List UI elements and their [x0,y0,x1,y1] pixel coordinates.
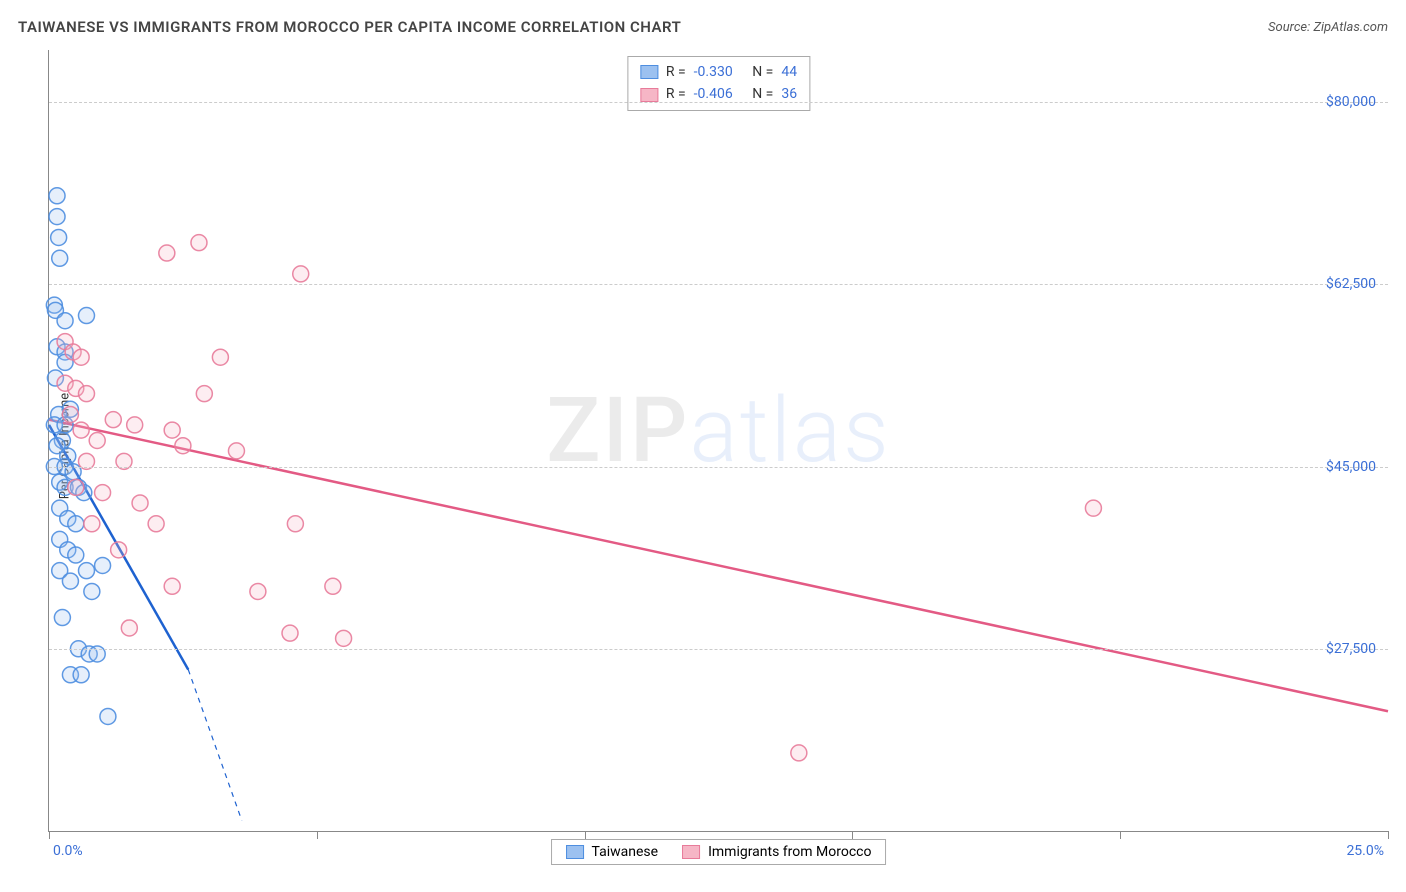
stats-swatch-morocco [640,88,658,102]
stats-row-taiwanese: R = -0.330 N = 44 [640,61,797,83]
data-point [132,495,148,511]
source-name: ZipAtlas.com [1313,20,1388,35]
data-point [196,386,212,402]
x-tick-mark [585,831,586,839]
data-point [127,417,143,433]
source-attribution: Source: ZipAtlas.com [1268,20,1388,35]
data-point [54,610,70,626]
data-point [78,386,94,402]
stat-r-value-1: -0.330 [694,61,733,83]
data-point [1085,500,1101,516]
chart-title: TAIWANESE VS IMMIGRANTS FROM MOROCCO PER… [18,18,681,36]
data-point [228,443,244,459]
data-point [282,625,298,641]
data-point [57,313,73,329]
y-tick-label: $80,000 [1326,94,1376,110]
legend: Taiwanese Immigrants from Morocco [551,839,887,865]
gridline-h [49,102,1388,103]
data-point [336,630,352,646]
data-point [250,583,266,599]
data-point [84,583,100,599]
legend-label-morocco: Immigrants from Morocco [708,844,871,860]
legend-item-morocco: Immigrants from Morocco [682,844,871,860]
x-min-label: 0.0% [53,843,83,859]
gridline-h [49,649,1388,650]
stats-swatch-taiwanese [640,65,658,79]
data-point [164,422,180,438]
source-prefix: Source: [1268,20,1313,35]
data-point [51,229,67,245]
data-point [95,485,111,501]
data-point [78,308,94,324]
data-point [89,433,105,449]
data-point [191,235,207,251]
data-point [105,412,121,428]
y-tick-label: $27,500 [1326,641,1376,657]
stat-n-label-1: N = [752,61,773,83]
data-point [62,406,78,422]
data-point [49,209,65,225]
stat-r-label-1: R = [666,61,686,83]
legend-item-taiwanese: Taiwanese [566,844,659,860]
x-max-label: 25.0% [1346,843,1384,859]
gridline-h [49,467,1388,468]
chart-svg [49,50,1388,831]
data-point [73,349,89,365]
regression-line [49,420,1388,712]
data-point [212,349,228,365]
x-tick-mark [852,831,853,839]
data-point [791,745,807,761]
data-point [73,667,89,683]
y-tick-label: $62,500 [1326,276,1376,292]
data-point [121,620,137,636]
data-point [287,516,303,532]
gridline-h [49,284,1388,285]
legend-swatch-taiwanese [566,845,584,859]
data-point [325,578,341,594]
y-tick-label: $45,000 [1326,459,1376,475]
data-point [164,578,180,594]
x-tick-mark [317,831,318,839]
regression-line-extrapolated [188,670,242,821]
data-point [49,188,65,204]
data-point [84,516,100,532]
data-point [73,422,89,438]
title-bar: TAIWANESE VS IMMIGRANTS FROM MOROCCO PER… [18,18,1388,36]
data-point [68,516,84,532]
data-point [95,557,111,573]
chart-plot-area: ZIPatlas R = -0.330 N = 44 R = -0.406 N … [48,50,1388,832]
data-point [68,547,84,563]
x-tick-mark [1120,831,1121,839]
data-point [175,438,191,454]
data-point [52,250,68,266]
x-tick-mark [49,831,50,839]
data-point [100,708,116,724]
data-point [111,542,127,558]
x-tick-mark [1388,831,1389,839]
data-point [68,479,84,495]
stat-n-value-1: 44 [781,61,797,83]
data-point [159,245,175,261]
legend-label-taiwanese: Taiwanese [592,844,659,860]
data-point [148,516,164,532]
data-point [78,563,94,579]
data-point [293,266,309,282]
data-point [62,573,78,589]
legend-swatch-morocco [682,845,700,859]
